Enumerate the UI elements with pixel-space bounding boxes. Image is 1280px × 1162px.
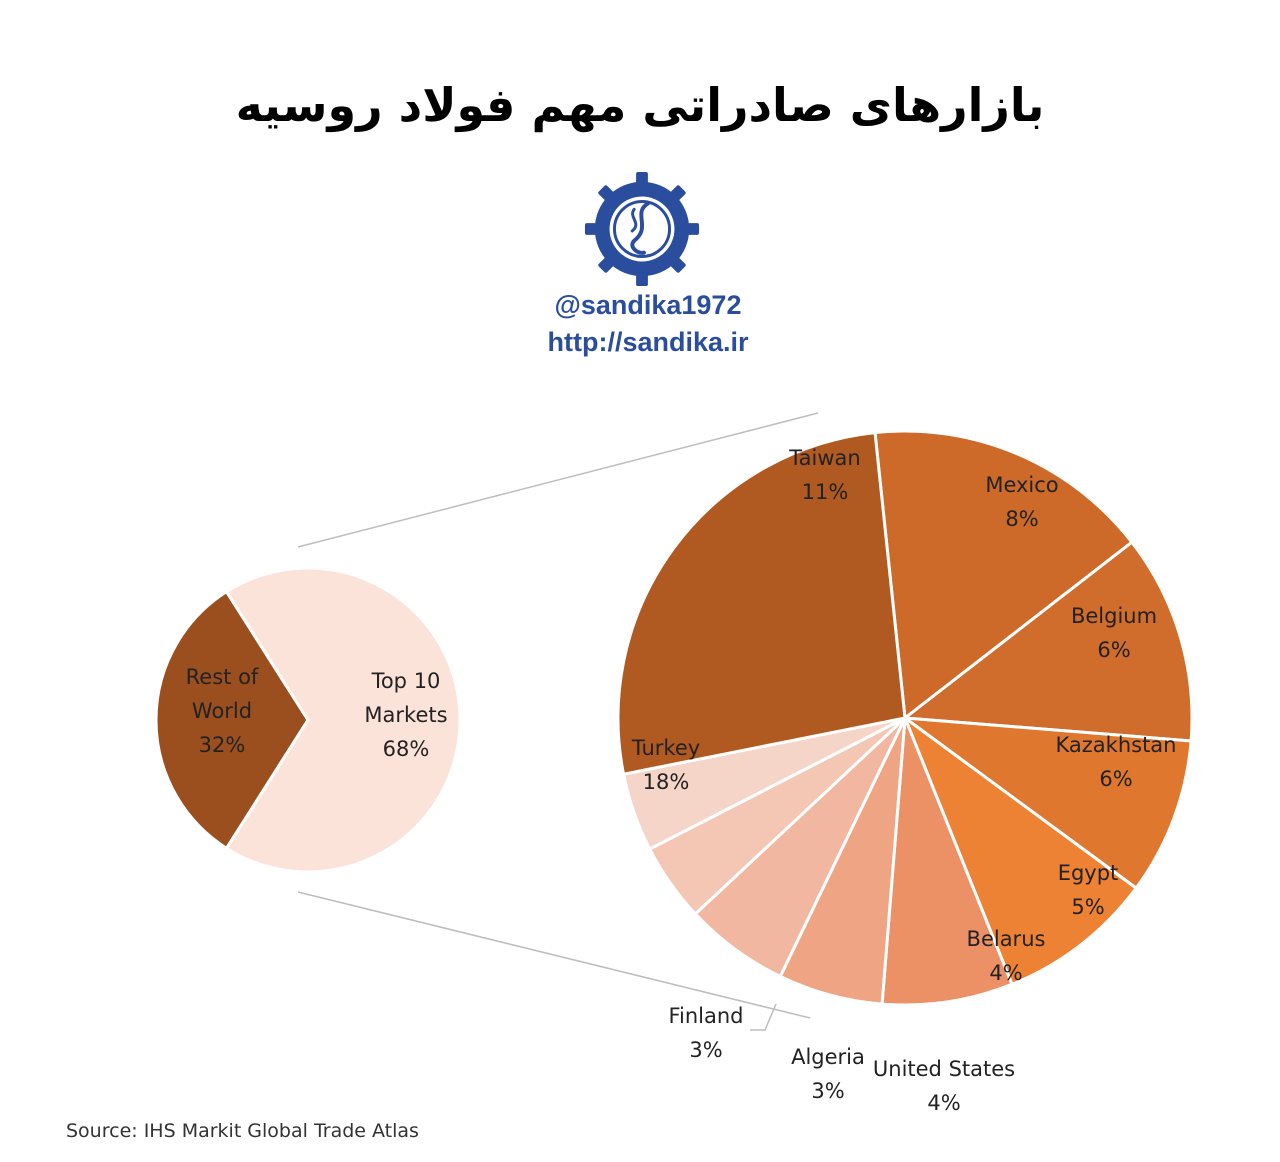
label-taiwan: Taiwan 11% bbox=[788, 446, 860, 504]
label-top-10-markets: Top 10 Markets 68% bbox=[364, 669, 447, 761]
slice-belgium bbox=[899, 716, 1193, 891]
slice-egypt bbox=[880, 717, 1014, 1007]
page-title: بازارهای صادراتی مهم فولاد روسیه bbox=[235, 78, 1045, 132]
slice-top-10-markets bbox=[224, 566, 462, 874]
brand-url: http://sandika.ir bbox=[547, 327, 749, 357]
slice-rest-of-world bbox=[154, 589, 310, 851]
label-mexico: Mexico 8% bbox=[985, 473, 1058, 531]
label-rest-of-world: Rest of World 32% bbox=[186, 665, 259, 757]
slice-taiwan bbox=[873, 429, 1134, 721]
label-algeria: Algeria 3% bbox=[791, 1045, 865, 1103]
label-egypt: Egypt 5% bbox=[1058, 861, 1119, 919]
slice-kazakhstan bbox=[901, 713, 1139, 987]
slice-turkey bbox=[616, 430, 907, 776]
slice-mexico bbox=[901, 540, 1194, 743]
connector-line-bottom bbox=[297, 891, 811, 1019]
label-belgium: Belgium 6% bbox=[1071, 604, 1157, 662]
label-turkey: Turkey 18% bbox=[631, 736, 700, 794]
brand-handle: @sandika1972 bbox=[554, 290, 742, 320]
label-kazakhstan: Kazakhstan 6% bbox=[1056, 733, 1177, 791]
source-note: Source: IHS Markit Global Trade Atlas bbox=[66, 1120, 419, 1142]
label-united-states: United States 4% bbox=[873, 1057, 1015, 1115]
connector-line-top bbox=[297, 412, 819, 548]
leader-line-finland bbox=[750, 1003, 777, 1031]
label-finland: Finland 3% bbox=[668, 1004, 743, 1062]
sandika-logo-icon bbox=[584, 171, 700, 287]
label-belarus: Belarus 4% bbox=[967, 927, 1046, 985]
